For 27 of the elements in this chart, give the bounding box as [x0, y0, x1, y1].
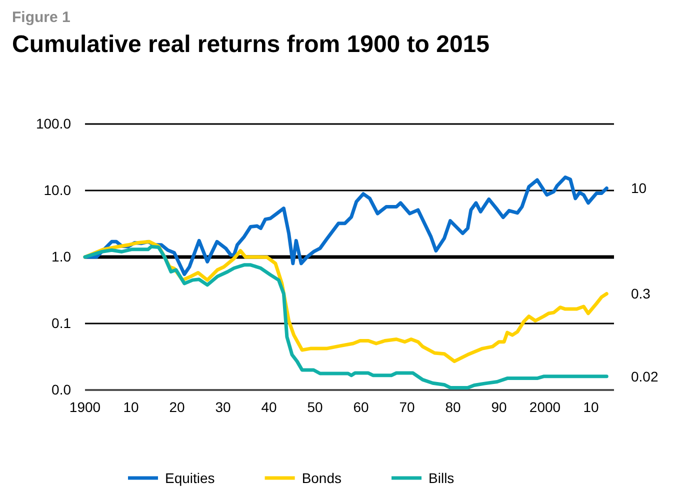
chart-title: Cumulative real returns from 1900 to 2015 [12, 31, 490, 58]
y-tick-label: 0.0 [52, 381, 72, 398]
x-tick-label: 1900 [69, 398, 101, 415]
y-tick-label: 100.0 [36, 115, 72, 132]
x-tick-label: 80 [445, 398, 461, 415]
x-tick-label: 2000 [529, 398, 561, 415]
legend-label: Bills [428, 470, 454, 486]
legend-label: Equities [165, 470, 215, 486]
line-series [83, 244, 608, 390]
chart-subtitle: Figure 1 [12, 9, 70, 26]
x-tick-label: 50 [307, 398, 323, 415]
x-tick-label: 30 [215, 398, 231, 415]
y-tick-label: 1.0 [52, 248, 72, 264]
x-tick-label: 20 [169, 398, 185, 415]
x-tick-label: 40 [261, 398, 277, 415]
x-tick-label: 60 [353, 398, 369, 415]
x-tick-label: 90 [491, 398, 507, 415]
legend-label: Bonds [302, 470, 342, 486]
text: 0.02 [631, 368, 658, 384]
y-tick-label: 0.1 [52, 314, 72, 331]
text: 0.3 [631, 286, 651, 302]
y-tick-label: 10.0 [44, 182, 72, 198]
line-series [83, 176, 608, 276]
x-tick-label: 10 [583, 398, 599, 415]
text: 10 [631, 180, 647, 196]
x-tick-label: 70 [399, 398, 415, 415]
x-tick-label: 10 [123, 398, 139, 415]
